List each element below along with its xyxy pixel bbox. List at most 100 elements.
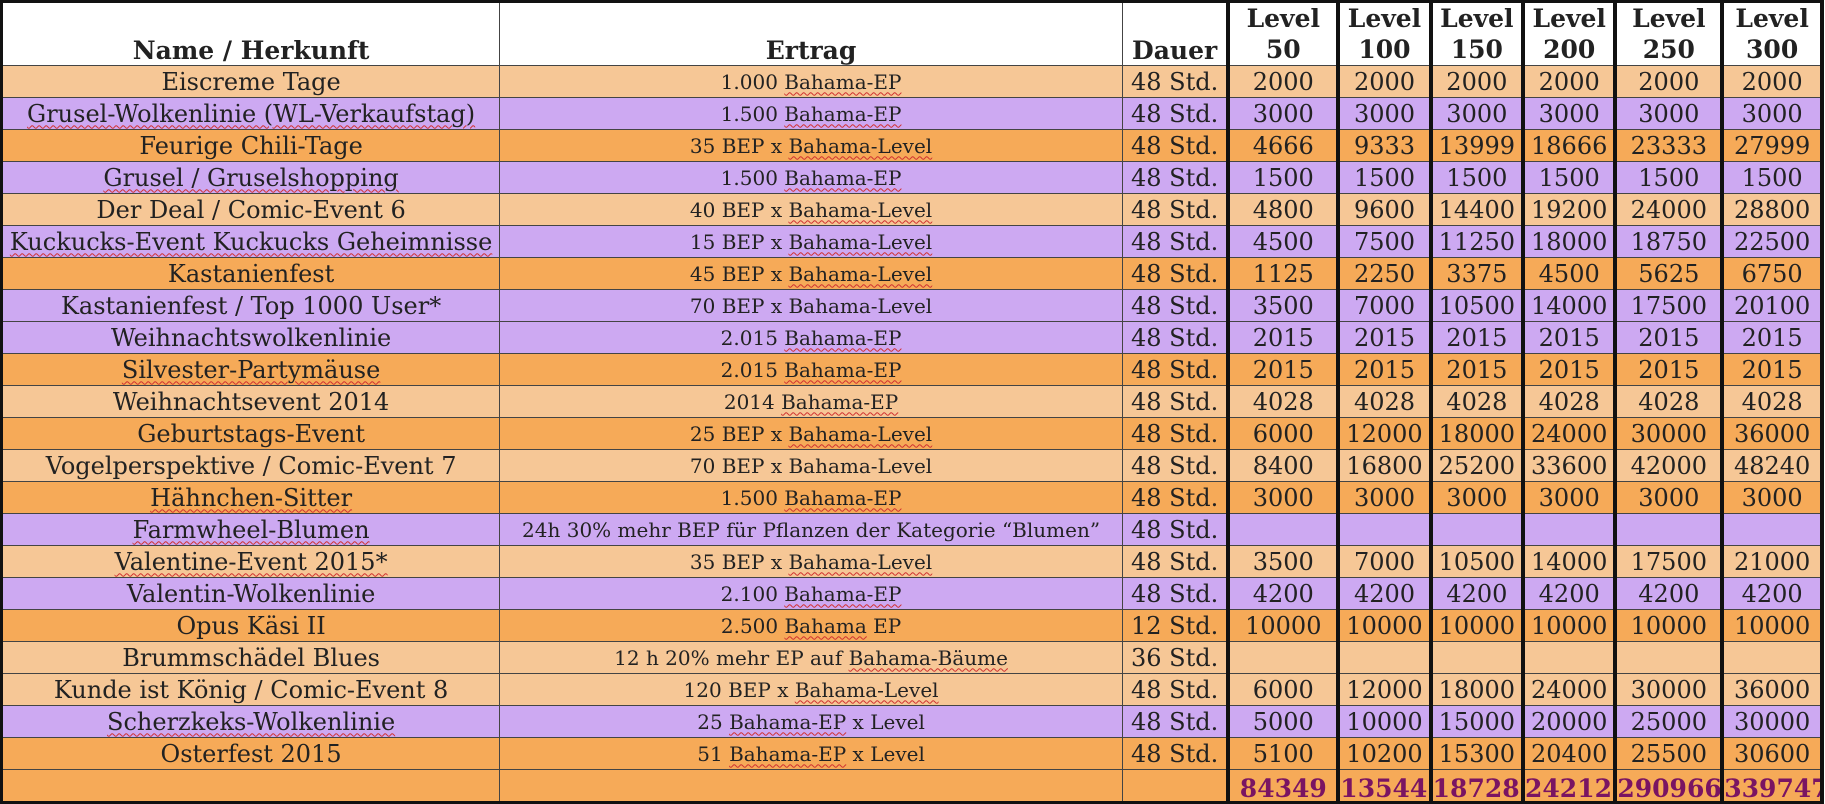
cell-level-value: 18750	[1614, 225, 1725, 258]
cell-level-value: 36000	[1721, 417, 1824, 450]
total-value: 84349	[1226, 769, 1341, 804]
cell-level-value: 3000	[1522, 481, 1618, 514]
cell-level-value: 2015	[1226, 321, 1341, 354]
cell-level-value: 4028	[1226, 385, 1341, 418]
table-body: Eiscreme Tage 1.000 Bahama-EP 48 Std. 2000 2…	[0, 65, 1824, 804]
cell-ertrag: 2.015 Bahama-EP	[499, 321, 1123, 354]
cell-level-value: 10200	[1337, 737, 1433, 770]
ertrag-text: Bahama-Bäume	[848, 645, 1008, 670]
cell-ertrag: 45 BEP x Bahama-Level	[499, 257, 1123, 290]
cell-level-value: 20400	[1522, 737, 1618, 770]
ertrag-text: 1.000	[720, 69, 785, 94]
cell-level-value: 42000	[1614, 449, 1725, 482]
ertrag-text: Bahama-EP	[784, 165, 902, 190]
event-name: Weihnachtsevent 2014	[112, 387, 390, 416]
cell-level-value: 4028	[1614, 385, 1725, 418]
cell-level-value: 10000	[1430, 609, 1526, 642]
cell-level-value: 17500	[1614, 289, 1725, 322]
totals-row: 84349135441187282242124290966339747	[0, 769, 1824, 804]
table-row: Der Deal / Comic-Event 6 40 BEP x Bahama-…	[0, 193, 1824, 226]
ertrag-text: 15 BEP x	[689, 229, 789, 254]
cell-name: Brummschädel Blues	[0, 641, 501, 674]
cell-level-value: 7000	[1337, 289, 1433, 322]
empty-cell	[499, 769, 1123, 804]
cell-dauer: 48 Std.	[1121, 449, 1229, 482]
ertrag-text: Bahama-Level	[788, 549, 933, 574]
header-level-150: Level 150	[1430, 0, 1526, 66]
ertrag-text: 35 BEP x	[689, 549, 789, 574]
cell-level-value: 22500	[1721, 225, 1824, 258]
table-row: Vogelperspektive / Comic-Event 7 70 BEP x…	[0, 449, 1824, 482]
table-row: Hähnchen-Sitter 1.500 Bahama-EP 48 Std. 300…	[0, 481, 1824, 514]
cell-level-value: 4500	[1226, 225, 1341, 258]
cell-name: Silvester-Partymäuse	[0, 353, 501, 386]
cell-ertrag: 1.000 Bahama-EP	[499, 65, 1123, 98]
cell-level-value: 4200	[1614, 577, 1725, 610]
event-name: Hähnchen-Sitter	[150, 483, 353, 512]
cell-level-value: 1500	[1522, 161, 1618, 194]
cell-level-value: 18000	[1430, 417, 1526, 450]
cell-name: Kastanienfest	[0, 257, 501, 290]
cell-level-value: 2015	[1614, 321, 1725, 354]
cell-level-value: 20100	[1721, 289, 1824, 322]
cell-level-value: 6000	[1226, 417, 1341, 450]
cell-level-value: 33600	[1522, 449, 1618, 482]
cell-level-value: 13999	[1430, 129, 1526, 162]
cell-level-value: 3000	[1721, 481, 1824, 514]
cell-ertrag: 51 Bahama-EP x Level	[499, 737, 1123, 770]
cell-level-value: 3000	[1226, 481, 1341, 514]
cell-level-value: 4200	[1430, 577, 1526, 610]
ertrag-text: Bahama-Level	[788, 229, 933, 254]
event-name: Weihnachtswolkenlinie	[110, 323, 392, 352]
event-name: Kastanienfest / Top 1000 User*	[60, 291, 442, 320]
cell-level-value: 4200	[1522, 577, 1618, 610]
cell-level-value: 3500	[1226, 545, 1341, 578]
cell-level-value: 2015	[1430, 353, 1526, 386]
ertrag-text: 51	[697, 741, 730, 766]
cell-level-value	[1226, 641, 1341, 674]
cell-level-value: 2250	[1337, 257, 1433, 290]
header-level-300: Level 300	[1721, 0, 1824, 66]
cell-level-value: 5625	[1614, 257, 1725, 290]
cell-level-value: 2015	[1430, 321, 1526, 354]
cell-ertrag: 1.500 Bahama-EP	[499, 97, 1123, 130]
cell-dauer: 48 Std.	[1121, 705, 1229, 738]
cell-ertrag: 70 BEP x Bahama-Level	[499, 289, 1123, 322]
cell-dauer: 48 Std.	[1121, 673, 1229, 706]
cell-level-value: 3000	[1337, 481, 1433, 514]
ertrag-text: x Level	[846, 709, 925, 734]
ertrag-text: Bahama-EP	[784, 357, 902, 382]
cell-level-value: 48240	[1721, 449, 1824, 482]
table-row: Silvester-Partymäuse 2.015 Bahama-EP 48 St…	[0, 353, 1824, 386]
event-name: Der Deal / Comic-Event 6	[96, 195, 406, 224]
cell-level-value: 18666	[1522, 129, 1618, 162]
ertrag-text: Bahama-Level	[788, 261, 933, 286]
cell-level-value: 4028	[1522, 385, 1618, 418]
cell-dauer: 48 Std.	[1121, 97, 1229, 130]
cell-dauer: 48 Std.	[1121, 481, 1229, 514]
event-name: Feurige Chili-Tage	[139, 131, 363, 160]
cell-ertrag: 2.015 Bahama-EP	[499, 353, 1123, 386]
ertrag-text: Bahama-Level	[788, 133, 933, 158]
table-row: Brummschädel Blues 12 h 20% mehr EP auf B…	[0, 641, 1824, 674]
cell-ertrag: 12 h 20% mehr EP auf Bahama-Bäume	[499, 641, 1123, 674]
cell-level-value: 11250	[1430, 225, 1526, 258]
cell-level-value: 2015	[1721, 321, 1824, 354]
cell-level-value: 10000	[1721, 609, 1824, 642]
cell-ertrag: 1.500 Bahama-EP	[499, 161, 1123, 194]
cell-level-value: 4028	[1337, 385, 1433, 418]
cell-level-value: 4500	[1522, 257, 1618, 290]
cell-level-value: 3375	[1430, 257, 1526, 290]
cell-level-value	[1226, 513, 1341, 546]
ertrag-text: 25	[697, 709, 730, 734]
table-row: Weihnachtswolkenlinie 2.015 Bahama-EP 48 S…	[0, 321, 1824, 354]
cell-level-value: 6000	[1226, 673, 1341, 706]
cell-level-value: 15300	[1430, 737, 1526, 770]
cell-level-value: 7500	[1337, 225, 1433, 258]
event-name: Scherzkeks-Wolkenlinie	[107, 707, 396, 736]
cell-name: Kunde ist König / Comic-Event 8	[0, 673, 501, 706]
cell-level-value: 3000	[1226, 97, 1341, 130]
event-name: Osterfest 2015	[160, 739, 342, 768]
ertrag-text: 120 BEP x	[683, 677, 795, 702]
cell-name: Hähnchen-Sitter	[0, 481, 501, 514]
